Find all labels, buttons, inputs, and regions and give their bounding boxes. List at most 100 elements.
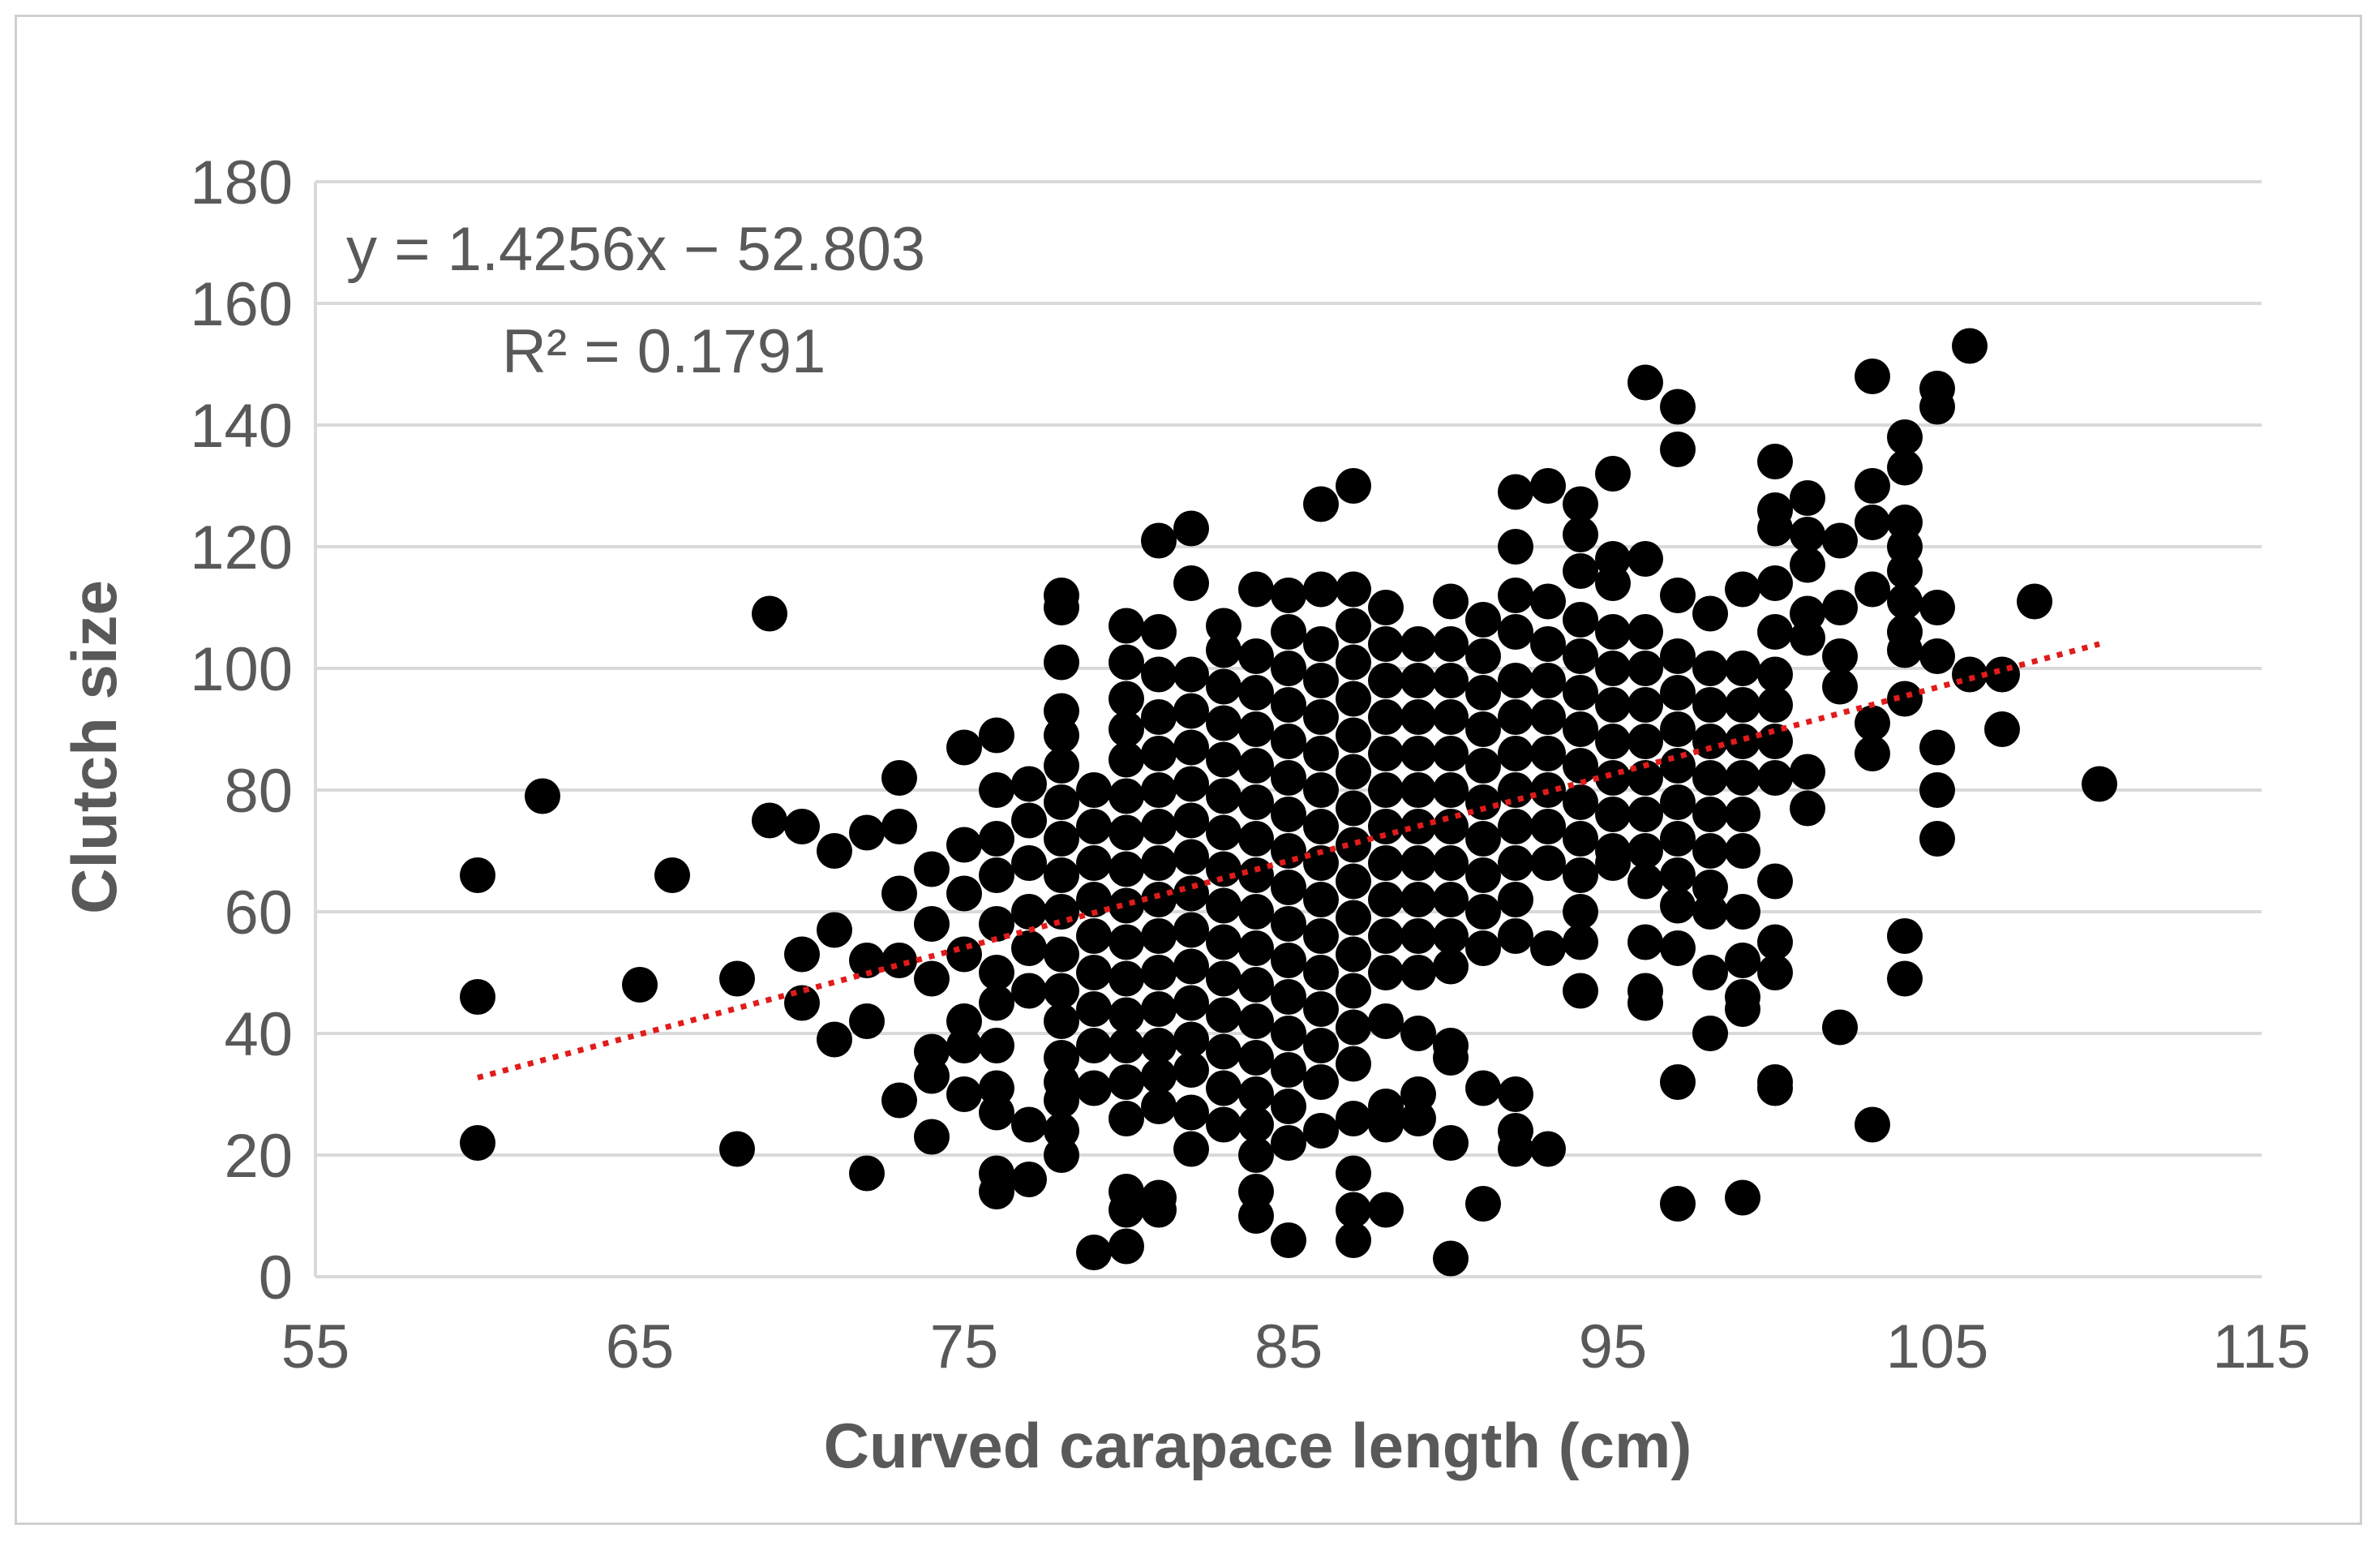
data-point xyxy=(1141,955,1177,990)
data-point xyxy=(1303,699,1339,735)
data-point xyxy=(1303,626,1339,662)
data-point xyxy=(1757,510,1793,547)
data-point xyxy=(1465,930,1501,966)
data-point xyxy=(1271,833,1306,869)
data-point xyxy=(1400,772,1436,808)
data-point xyxy=(1498,736,1533,771)
data-point xyxy=(1855,736,1890,771)
data-point xyxy=(1206,1070,1241,1106)
data-point xyxy=(914,851,950,887)
data-point xyxy=(1173,656,1209,693)
data-point xyxy=(1595,614,1631,650)
data-point xyxy=(1887,553,1923,589)
data-point xyxy=(1660,887,1696,924)
data-point xyxy=(1173,1094,1209,1131)
data-point xyxy=(1336,827,1371,863)
data-point xyxy=(1336,1009,1371,1046)
data-point xyxy=(1660,578,1696,613)
data-point xyxy=(1595,845,1631,881)
data-point xyxy=(1109,711,1144,747)
data-point xyxy=(1303,991,1339,1027)
data-point xyxy=(1855,468,1890,504)
data-point xyxy=(1109,741,1144,778)
data-point xyxy=(1303,663,1339,698)
data-point xyxy=(1725,687,1760,723)
data-point xyxy=(1238,711,1274,747)
data-point xyxy=(1271,687,1306,723)
data-point xyxy=(1919,729,1955,766)
data-point xyxy=(1400,699,1436,735)
data-point xyxy=(1109,851,1144,887)
data-point xyxy=(1368,1192,1404,1228)
data-point xyxy=(1044,973,1079,1009)
data-point xyxy=(1044,590,1079,625)
data-point xyxy=(1368,955,1404,990)
data-point xyxy=(1336,468,1371,504)
data-point xyxy=(1238,748,1274,784)
data-point xyxy=(1498,578,1533,613)
data-point xyxy=(1757,924,1793,960)
data-point xyxy=(1790,547,1825,583)
data-point xyxy=(946,936,982,973)
data-point xyxy=(1725,760,1760,796)
data-point xyxy=(1725,571,1760,608)
data-point xyxy=(1076,991,1112,1027)
data-point xyxy=(1627,651,1663,686)
data-point xyxy=(1595,687,1631,723)
data-point xyxy=(1660,821,1696,857)
data-point xyxy=(817,912,852,948)
data-point xyxy=(752,802,787,839)
data-point xyxy=(914,906,950,942)
data-point xyxy=(1173,802,1209,839)
data-point xyxy=(914,1058,950,1094)
data-point xyxy=(1368,663,1404,698)
data-point xyxy=(1141,1028,1177,1063)
data-point xyxy=(1595,760,1631,796)
data-point xyxy=(2082,766,2117,802)
data-point xyxy=(1206,1106,1241,1143)
data-point xyxy=(1109,644,1144,681)
data-point xyxy=(1271,906,1306,942)
data-point xyxy=(1238,1106,1274,1143)
data-point xyxy=(1692,833,1728,869)
data-point xyxy=(1141,1058,1177,1094)
data-point xyxy=(1336,1046,1371,1082)
data-point xyxy=(1433,583,1469,620)
data-point xyxy=(1400,736,1436,771)
y-tick-label: 100 xyxy=(190,635,293,704)
data-point xyxy=(1530,699,1566,735)
data-point xyxy=(1303,882,1339,917)
data-point xyxy=(1692,651,1728,686)
data-point xyxy=(1725,943,1760,978)
data-point xyxy=(1400,882,1436,917)
data-point xyxy=(849,1155,885,1192)
data-point xyxy=(752,595,787,632)
data-point xyxy=(1076,772,1112,808)
data-point xyxy=(1465,1070,1501,1106)
data-point xyxy=(1433,918,1469,954)
data-point xyxy=(1303,1113,1339,1149)
data-point xyxy=(1206,851,1241,887)
data-point xyxy=(1465,1186,1501,1222)
data-point xyxy=(1368,845,1404,881)
data-point xyxy=(1336,1192,1371,1228)
data-point xyxy=(1725,724,1760,759)
data-point xyxy=(1660,748,1696,784)
data-point xyxy=(1173,693,1209,729)
data-point xyxy=(1141,772,1177,808)
data-point xyxy=(1368,772,1404,808)
data-point xyxy=(1336,1222,1371,1258)
data-point xyxy=(1887,583,1923,620)
data-point xyxy=(1173,839,1209,875)
x-tick-label: 95 xyxy=(1579,1312,1648,1381)
data-point xyxy=(1271,1089,1306,1124)
x-axis-title: Curved carapace length (cm) xyxy=(824,1410,1692,1481)
data-point xyxy=(1076,882,1112,917)
data-point xyxy=(1855,359,1890,394)
data-point xyxy=(1141,699,1177,735)
x-tick-label: 105 xyxy=(1886,1312,1989,1381)
data-point xyxy=(1465,894,1501,930)
data-point xyxy=(1433,1240,1469,1277)
data-point xyxy=(1595,456,1631,492)
data-point xyxy=(1692,894,1728,930)
